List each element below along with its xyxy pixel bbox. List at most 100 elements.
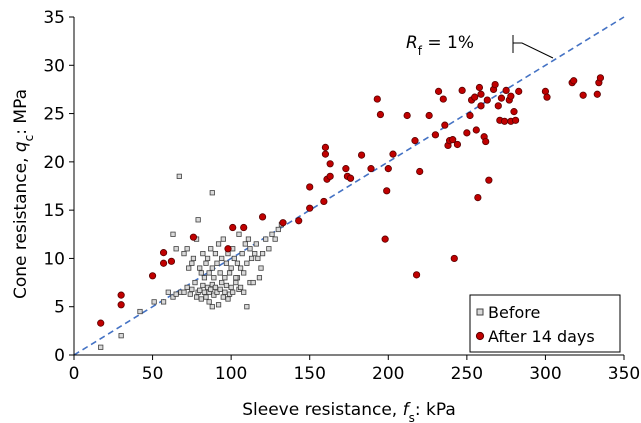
data-point-before bbox=[181, 250, 187, 257]
data-point-before bbox=[170, 231, 176, 237]
data-point-after bbox=[463, 129, 471, 137]
data-point-after bbox=[477, 90, 485, 98]
data-point-before bbox=[228, 284, 234, 291]
data-point-after bbox=[511, 116, 520, 124]
data-point-after bbox=[507, 92, 515, 100]
data-point-after bbox=[593, 90, 601, 98]
data-point-after bbox=[477, 102, 485, 110]
data-point-after bbox=[500, 117, 509, 125]
data-point-before bbox=[208, 246, 214, 252]
x-tick-label: 200 bbox=[372, 364, 404, 384]
data-point-before bbox=[223, 260, 230, 266]
data-point-before bbox=[228, 265, 234, 271]
data-point-before bbox=[203, 260, 209, 266]
data-point-before bbox=[253, 241, 259, 247]
data-point-after bbox=[117, 291, 125, 299]
data-point-before bbox=[184, 284, 190, 291]
data-point-before bbox=[222, 289, 228, 295]
data-point-before bbox=[239, 250, 245, 257]
data-point-before bbox=[186, 265, 192, 271]
data-point-before bbox=[258, 265, 264, 271]
y-tick-label: 20 bbox=[43, 153, 65, 173]
data-point-after bbox=[510, 108, 518, 116]
data-point-after bbox=[474, 193, 482, 202]
y-tick-label: 25 bbox=[43, 105, 65, 125]
data-point-before bbox=[214, 289, 220, 295]
data-point-before bbox=[209, 265, 215, 271]
data-point-after bbox=[449, 136, 457, 144]
y-tick-label: 15 bbox=[43, 201, 65, 221]
data-point-after bbox=[224, 245, 232, 253]
data-point-after bbox=[425, 111, 433, 120]
data-point-after bbox=[431, 131, 440, 139]
data-point-after bbox=[434, 87, 443, 95]
data-point-before bbox=[272, 236, 278, 242]
data-point-before bbox=[215, 302, 222, 308]
data-point-after bbox=[321, 143, 330, 151]
y-tick-label: 0 bbox=[54, 346, 65, 366]
data-point-after bbox=[441, 121, 449, 129]
reference-line-layer bbox=[73, 16, 625, 356]
data-point-before bbox=[219, 279, 225, 286]
y-tick-label: 35 bbox=[43, 8, 65, 28]
data-point-before bbox=[165, 289, 171, 295]
legend-marker-before bbox=[476, 308, 484, 316]
data-point-before bbox=[244, 304, 250, 310]
data-point-before bbox=[201, 275, 208, 281]
data-point-before bbox=[250, 279, 256, 286]
data-point-after bbox=[497, 94, 506, 102]
legend-label-before: Before bbox=[488, 303, 540, 322]
data-point-after bbox=[483, 96, 491, 104]
data-point-after bbox=[403, 111, 411, 120]
data-point-before bbox=[197, 287, 203, 293]
data-point-before bbox=[226, 270, 233, 276]
data-point-after bbox=[485, 176, 493, 184]
data-point-after bbox=[320, 197, 328, 206]
data-point-after bbox=[189, 233, 198, 241]
data-point-after bbox=[439, 95, 447, 103]
data-point-after bbox=[159, 259, 168, 267]
x-axis-title: Sleeve resistance, fs: kPa bbox=[242, 400, 456, 423]
data-point-before bbox=[245, 236, 252, 242]
data-point-before bbox=[118, 333, 124, 339]
data-point-before bbox=[259, 250, 266, 257]
data-point-before bbox=[173, 291, 179, 297]
data-point-after bbox=[491, 81, 499, 89]
data-point-before bbox=[220, 236, 226, 242]
data-point-after bbox=[167, 257, 176, 265]
data-point-before bbox=[206, 270, 212, 276]
data-point-before bbox=[241, 289, 247, 295]
data-point-before bbox=[222, 275, 228, 281]
legend: Before After 14 days bbox=[469, 294, 621, 353]
data-point-after bbox=[381, 235, 389, 243]
data-point-before bbox=[137, 308, 143, 315]
data-point-before bbox=[211, 275, 217, 281]
data-point-after bbox=[450, 254, 458, 263]
data-point-before bbox=[225, 296, 231, 302]
data-point-before bbox=[217, 286, 223, 292]
points-layer bbox=[97, 74, 605, 350]
data-point-after bbox=[117, 301, 125, 309]
data-point-after bbox=[373, 95, 381, 103]
data-point-before bbox=[217, 270, 223, 276]
data-point-after bbox=[543, 93, 551, 101]
axes-layer: 0 50 100 150 200 250 300 350 0 5 10 15 20 25 30 35 Sleev… bbox=[11, 8, 640, 423]
data-point-before bbox=[220, 294, 226, 300]
data-point-after bbox=[258, 213, 267, 221]
data-point-before bbox=[209, 281, 215, 288]
x-tick-label: 350 bbox=[608, 364, 640, 384]
data-point-before bbox=[248, 255, 255, 262]
x-tick-label: 300 bbox=[529, 364, 561, 384]
data-point-before bbox=[193, 294, 200, 300]
data-point-after bbox=[326, 160, 334, 168]
data-point-before bbox=[244, 260, 250, 266]
data-point-before bbox=[237, 284, 244, 291]
data-point-before bbox=[198, 296, 204, 302]
data-point-after bbox=[515, 87, 523, 95]
data-point-after bbox=[596, 74, 605, 82]
legend-label-after: After 14 days bbox=[488, 327, 595, 346]
data-point-after bbox=[97, 319, 105, 327]
data-point-after bbox=[346, 174, 355, 182]
data-point-after bbox=[326, 172, 334, 180]
data-point-after bbox=[570, 77, 578, 85]
